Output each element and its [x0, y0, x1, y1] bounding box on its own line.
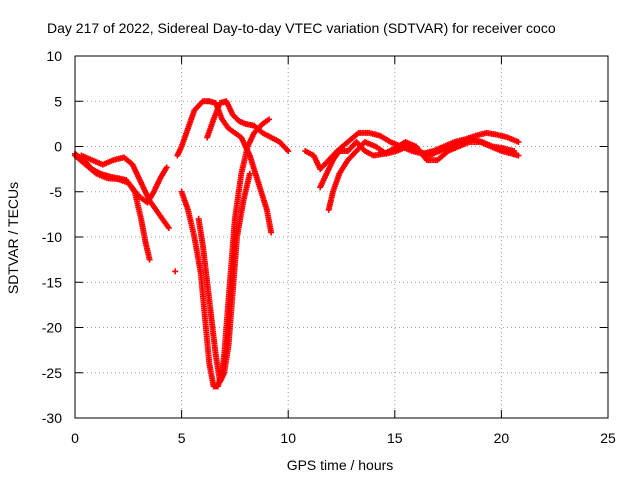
x-tick-label: 15 — [387, 430, 403, 446]
y-tick-label: -30 — [42, 410, 62, 426]
data-point — [163, 164, 170, 171]
y-tick-label: 5 — [54, 93, 62, 109]
x-tick-label: 10 — [280, 430, 296, 446]
x-tick-label: 25 — [600, 430, 616, 446]
data-point — [165, 224, 172, 231]
data-point — [285, 148, 292, 155]
y-tick-label: -15 — [42, 274, 62, 290]
data-point — [268, 229, 275, 236]
y-tick-label: -25 — [42, 365, 62, 381]
x-tick-label: 5 — [178, 430, 186, 446]
plot-border — [74, 55, 609, 419]
y-tick-label: -10 — [42, 229, 62, 245]
x-tick-label: 20 — [494, 430, 510, 446]
chart-title: Day 217 of 2022, Sidereal Day-to-day VTE… — [47, 20, 556, 36]
data-point — [511, 148, 518, 155]
data-point — [246, 170, 253, 177]
x-tick-label: 0 — [71, 430, 79, 446]
data-points — [72, 98, 522, 390]
tick-labels: 0 5 10 15 20 25 -30 -25 -20 -15 -10 -5 0 5 10 — [42, 48, 616, 446]
data-point — [266, 116, 273, 123]
data-point — [515, 138, 522, 145]
y-tick-label: -5 — [50, 184, 63, 200]
x-axis-label: GPS time / hours — [287, 457, 394, 473]
data-point — [146, 256, 153, 263]
y-tick-label: -20 — [42, 320, 62, 336]
y-tick-label: 10 — [46, 48, 62, 64]
data-point — [172, 268, 179, 275]
grid-lines — [75, 56, 608, 418]
y-axis-label: SDTVAR / TECUs — [5, 182, 21, 294]
y-tick-label: 0 — [54, 139, 62, 155]
data-point — [515, 152, 522, 159]
